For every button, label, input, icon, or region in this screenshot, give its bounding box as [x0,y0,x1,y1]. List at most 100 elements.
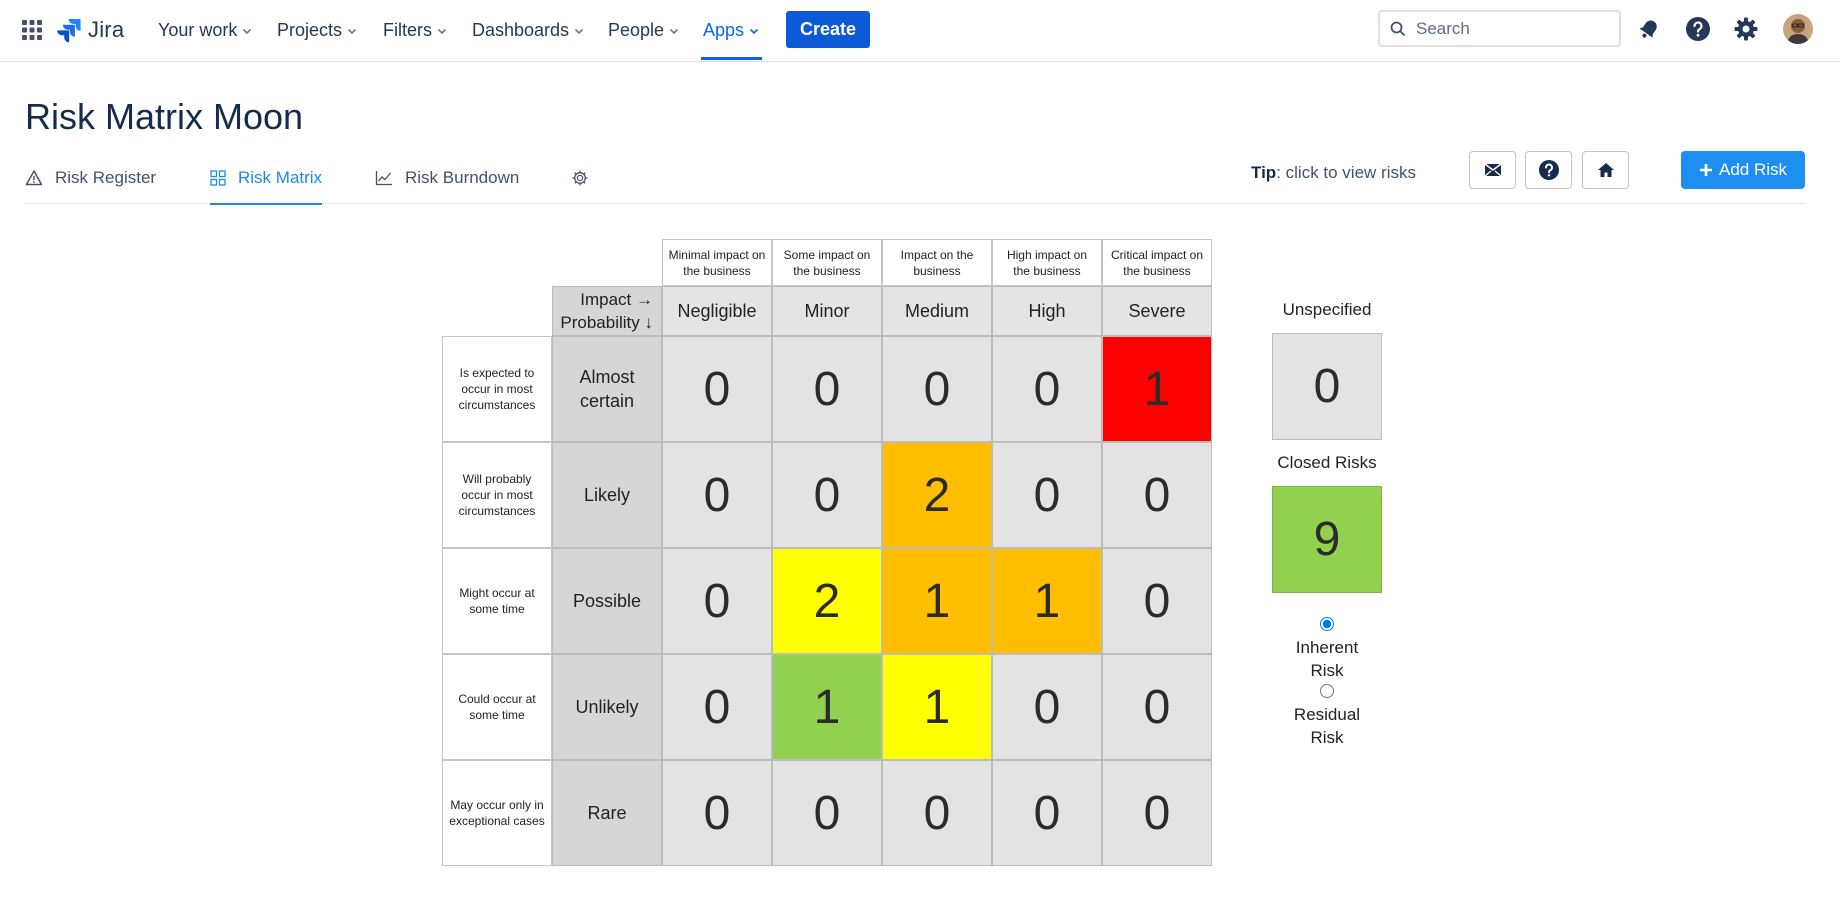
risk-count-cell[interactable]: 0 [882,760,992,866]
tab-risk-register[interactable]: Risk Register [25,152,156,204]
notifications-icon[interactable] [1634,14,1664,44]
residual-risk-label[interactable]: Residual Risk [1257,703,1397,749]
risk-count-cell[interactable]: 2 [772,548,882,654]
impact-description: High impact on the business [992,239,1102,286]
help-button[interactable] [1525,151,1572,189]
email-button[interactable] [1469,151,1516,189]
matrix-axis-corner: Impact → Probability ↓ [552,286,662,336]
inherent-risk-radio[interactable] [1320,617,1334,631]
probability-description: Will probably occur in most circumstance… [442,442,552,548]
page-title: Risk Matrix Moon [25,96,304,137]
risk-count-cell[interactable]: 0 [662,442,772,548]
nav-apps[interactable]: Apps [700,0,763,60]
tab-bar: Risk Register Risk Matrix Risk Burndown [25,152,1805,205]
risk-count-cell[interactable]: 1 [1102,336,1212,442]
warning-icon [25,170,43,186]
tip-body: : click to view risks [1276,163,1416,182]
residual-risk-label-line1: Residual [1293,705,1361,724]
impact-header: Severe [1102,286,1212,336]
settings-icon[interactable] [1731,14,1761,44]
risk-count-cell[interactable]: 0 [662,760,772,866]
nav-projects[interactable]: Projects [277,0,358,60]
impact-header: Medium [882,286,992,336]
matrix-icon [210,170,226,186]
nav-apps-label: Apps [703,19,745,40]
risk-count-cell[interactable]: 2 [882,442,992,548]
app-switcher-icon[interactable] [20,18,44,42]
risk-count-cell[interactable]: 1 [882,548,992,654]
chevron-down-icon [574,28,584,35]
probability-header: Rare [552,760,662,866]
help-icon[interactable] [1683,14,1713,44]
jira-logo-text: Jira [88,17,125,42]
closed-risks-label: Closed Risks [1277,453,1377,472]
search-icon [1390,21,1406,36]
jira-logo[interactable]: Jira [56,14,124,46]
risk-count-cell[interactable]: 0 [772,442,882,548]
impact-description: Critical impact on the business [1102,239,1212,286]
risk-count-cell[interactable]: 0 [992,654,1102,760]
nav-your-work-label: Your work [158,19,238,40]
closed-risks-count-cell[interactable]: 9 [1272,486,1382,593]
inherent-risk-label-line1: Inherent [1295,638,1359,657]
home-icon [1597,163,1614,177]
residual-risk-option[interactable]: Residual Risk [1257,684,1397,749]
risk-count-cell[interactable]: 0 [1102,654,1212,760]
tab-settings[interactable] [571,152,589,204]
probability-description: Is expected to occur in most circumstanc… [442,336,552,442]
probability-header: Likely [552,442,662,548]
chevron-down-icon [243,28,252,35]
risk-count-cell[interactable]: 0 [992,760,1102,866]
tip-text: Tip: click to view risks [1251,163,1416,183]
home-button[interactable] [1582,151,1629,189]
inherent-risk-option[interactable]: Inherent Risk [1257,617,1397,682]
nav-people[interactable]: People [608,0,680,60]
risk-count-cell[interactable]: 1 [992,548,1102,654]
impact-header: High [992,286,1102,336]
top-navigation: Jira Your work Projects Filters Dashboar… [0,0,1840,62]
risk-count-cell[interactable]: 0 [662,548,772,654]
jira-logo-icon [57,19,81,43]
chevron-down-icon [347,28,357,35]
risk-count-cell[interactable]: 0 [992,336,1102,442]
nav-filters[interactable]: Filters [383,0,448,60]
unspecified-count-cell[interactable]: 0 [1272,333,1382,440]
risk-count-cell[interactable]: 0 [662,336,772,442]
envelope-icon [1484,163,1501,177]
search-input[interactable] [1416,18,1606,39]
plus-icon [1699,164,1712,176]
nav-dashboards[interactable]: Dashboards [472,0,585,60]
risk-count-cell[interactable]: 0 [1102,442,1212,548]
risk-count-cell[interactable]: 0 [1102,548,1212,654]
chart-icon [375,171,392,186]
risk-count-cell[interactable]: 0 [662,654,772,760]
tab-risk-matrix[interactable]: Risk Matrix [210,152,323,205]
probability-header: Almost certain [552,336,662,442]
risk-count-cell[interactable]: 0 [772,760,882,866]
risk-count-cell[interactable]: 0 [992,442,1102,548]
risk-count-cell[interactable]: 1 [882,654,992,760]
risk-count-cell[interactable]: 0 [1102,760,1212,866]
avatar[interactable] [1783,14,1813,44]
tip-bold: Tip [1251,163,1277,182]
tab-risk-burndown[interactable]: Risk Burndown [375,152,519,204]
impact-description: Minimal impact on the business [662,239,772,286]
question-icon [1538,160,1559,180]
nav-your-work[interactable]: Your work [158,0,253,60]
inherent-risk-label[interactable]: Inherent Risk [1257,636,1397,682]
probability-description: Could occur at some time [442,654,552,760]
settings-icon [572,170,588,186]
risk-count-cell[interactable]: 0 [882,336,992,442]
probability-description: May occur only in exceptional cases [442,760,552,866]
risk-count-cell[interactable]: 0 [772,336,882,442]
impact-description: Some impact on the business [772,239,882,286]
add-risk-button[interactable]: Add Risk [1681,151,1805,189]
search-box[interactable] [1378,10,1621,47]
residual-risk-radio[interactable] [1320,684,1334,698]
residual-risk-label-line2: Risk [1310,728,1344,747]
tab-risk-burndown-label: Risk Burndown [405,168,520,187]
nav-projects-label: Projects [277,19,343,40]
tab-risk-matrix-label: Risk Matrix [238,168,323,187]
risk-count-cell[interactable]: 1 [772,654,882,760]
create-button[interactable]: Create [786,11,870,48]
